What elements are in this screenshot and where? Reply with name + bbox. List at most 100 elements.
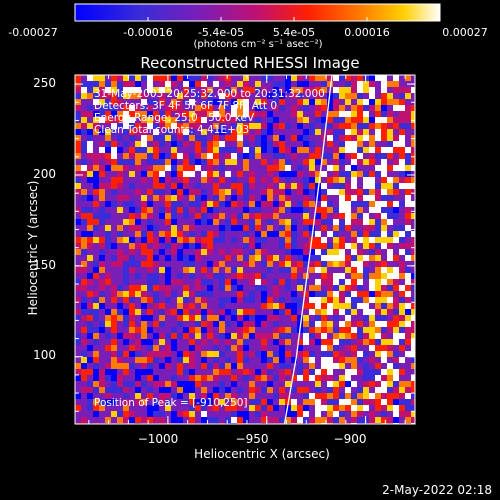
heatmap-cell bbox=[399, 375, 405, 381]
heatmap-cell bbox=[363, 345, 369, 351]
heatmap-cell bbox=[231, 249, 237, 255]
heatmap-cell bbox=[261, 279, 267, 285]
heatmap-cell bbox=[105, 333, 111, 339]
heatmap-cell bbox=[255, 399, 261, 405]
heatmap-cell bbox=[315, 81, 321, 87]
heatmap-cell bbox=[345, 285, 351, 291]
heatmap-cell bbox=[345, 147, 351, 153]
heatmap-cell bbox=[75, 159, 81, 165]
heatmap-cell bbox=[225, 249, 231, 255]
heatmap-cell bbox=[351, 171, 357, 177]
heatmap-cell bbox=[243, 129, 249, 135]
heatmap-cell bbox=[207, 129, 213, 135]
heatmap-cell bbox=[249, 411, 255, 417]
heatmap-cell bbox=[147, 261, 153, 267]
heatmap-cell bbox=[99, 189, 105, 195]
heatmap-cell bbox=[75, 393, 81, 399]
heatmap-cell bbox=[387, 375, 393, 381]
heatmap-cell bbox=[171, 255, 177, 261]
heatmap-cell bbox=[279, 99, 285, 105]
heatmap-cell bbox=[399, 405, 405, 411]
heatmap-cell bbox=[129, 111, 135, 117]
heatmap-cell bbox=[345, 369, 351, 375]
heatmap-cell bbox=[105, 411, 111, 417]
heatmap-cell bbox=[231, 357, 237, 363]
heatmap-cell bbox=[399, 327, 405, 333]
heatmap-cell bbox=[213, 351, 219, 357]
heatmap-cell bbox=[165, 243, 171, 249]
heatmap-cell bbox=[279, 315, 285, 321]
heatmap-cell bbox=[255, 369, 261, 375]
heatmap-cell bbox=[207, 255, 213, 261]
heatmap-cell bbox=[243, 213, 249, 219]
heatmap-cell bbox=[111, 201, 117, 207]
heatmap-cell bbox=[363, 123, 369, 129]
heatmap-cell bbox=[213, 273, 219, 279]
heatmap-cell bbox=[399, 291, 405, 297]
heatmap-cell bbox=[105, 189, 111, 195]
heatmap-cell bbox=[171, 417, 177, 423]
heatmap-cell bbox=[255, 291, 261, 297]
heatmap-cell bbox=[345, 141, 351, 147]
heatmap-cell bbox=[177, 189, 183, 195]
heatmap-cell bbox=[231, 297, 237, 303]
heatmap-cell bbox=[291, 135, 297, 141]
heatmap-cell bbox=[279, 147, 285, 153]
heatmap-cell bbox=[117, 267, 123, 273]
heatmap-cell bbox=[207, 159, 213, 165]
heatmap-cell bbox=[387, 363, 393, 369]
heatmap-cell bbox=[75, 309, 81, 315]
heatmap-cell bbox=[231, 105, 237, 111]
heatmap-cell bbox=[81, 381, 87, 387]
heatmap-cell bbox=[219, 315, 225, 321]
heatmap-cell bbox=[345, 375, 351, 381]
heatmap-cell bbox=[297, 219, 303, 225]
heatmap-cell bbox=[315, 105, 321, 111]
heatmap-cell bbox=[249, 405, 255, 411]
heatmap-cell bbox=[159, 249, 165, 255]
heatmap-cell bbox=[81, 141, 87, 147]
heatmap-cell bbox=[285, 195, 291, 201]
heatmap-cell bbox=[171, 351, 177, 357]
heatmap-cell bbox=[207, 117, 213, 123]
heatmap-cell bbox=[195, 303, 201, 309]
heatmap-cell bbox=[225, 111, 231, 117]
heatmap-cell bbox=[213, 321, 219, 327]
heatmap-cell bbox=[243, 303, 249, 309]
heatmap-cell bbox=[123, 189, 129, 195]
heatmap-cell bbox=[249, 381, 255, 387]
heatmap-cell bbox=[231, 255, 237, 261]
heatmap-cell bbox=[177, 411, 183, 417]
heatmap-cell bbox=[225, 315, 231, 321]
heatmap-cell bbox=[237, 111, 243, 117]
heatmap-cell bbox=[249, 213, 255, 219]
heatmap-cell bbox=[99, 141, 105, 147]
heatmap-cell bbox=[117, 243, 123, 249]
heatmap-cell bbox=[393, 261, 399, 267]
heatmap-cell bbox=[345, 177, 351, 183]
heatmap-cell bbox=[285, 297, 291, 303]
heatmap-cell bbox=[171, 369, 177, 375]
heatmap-cell bbox=[147, 75, 153, 81]
heatmap-cell bbox=[171, 123, 177, 129]
heatmap-cell bbox=[249, 117, 255, 123]
heatmap-cell bbox=[99, 393, 105, 399]
heatmap-cell bbox=[165, 381, 171, 387]
heatmap-cell bbox=[291, 231, 297, 237]
heatmap-cell bbox=[135, 357, 141, 363]
heatmap-cell bbox=[141, 351, 147, 357]
heatmap-cell bbox=[321, 417, 327, 423]
heatmap-cell bbox=[177, 141, 183, 147]
heatmap-cell bbox=[267, 357, 273, 363]
heatmap-cell bbox=[345, 75, 351, 81]
heatmap-cell bbox=[405, 303, 411, 309]
heatmap-cell bbox=[339, 369, 345, 375]
heatmap-cell bbox=[351, 255, 357, 261]
heatmap-cell bbox=[405, 363, 411, 369]
heatmap-cell bbox=[297, 411, 303, 417]
heatmap-cell bbox=[171, 315, 177, 321]
heatmap-cell bbox=[309, 183, 315, 189]
heatmap-cell bbox=[357, 249, 363, 255]
heatmap-cell bbox=[99, 387, 105, 393]
heatmap-cell bbox=[165, 399, 171, 405]
